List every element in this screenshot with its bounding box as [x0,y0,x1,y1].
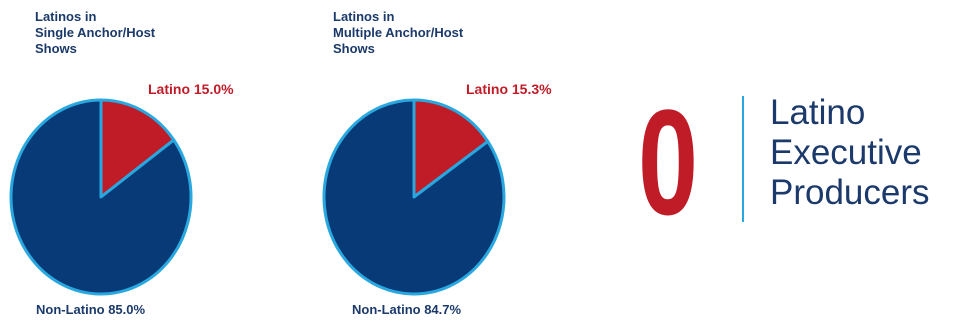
label-line-1: Latino [770,93,866,132]
label-line-3: Producers [770,173,930,212]
non-latino-slice-label-multiple: Non-Latino 84.7% [352,302,462,317]
executive-producers-count: 0 [638,78,699,246]
pie-slice-latino [412,98,490,199]
chart-title-single-anchor: Latinos in Single Anchor/Host Shows [35,9,156,56]
divider-line [742,96,744,222]
pie-slice-latino [99,98,176,199]
executive-producers-label: Latino Executive Producers [770,93,930,213]
chart-title-multiple-anchor: Latinos in Multiple Anchor/Host Shows [333,9,464,56]
pie-slice-non-latino [322,98,506,296]
pie-slice-non-latino [9,98,193,296]
latino-slice-label-single: Latino 15.0% [148,81,234,97]
latino-slice-label-multiple: Latino 15.3% [466,81,552,97]
non-latino-slice-label-single: Non-Latino 85.0% [36,302,146,317]
pie-chart-multiple-anchor [322,98,506,296]
pie-chart-single-anchor [9,98,193,296]
label-line-2: Executive [770,133,922,172]
